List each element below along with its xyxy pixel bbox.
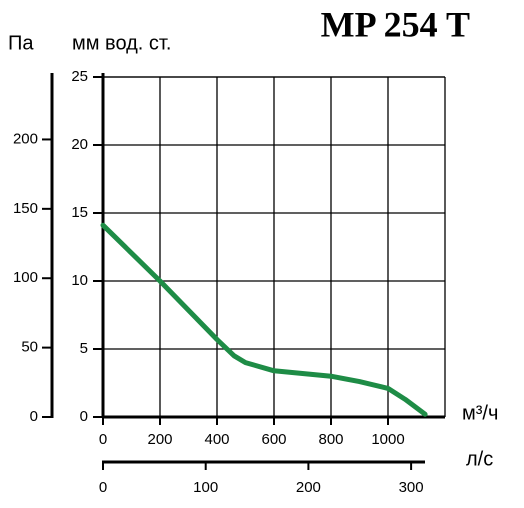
ls-tick-label: 200 bbox=[296, 479, 321, 496]
pa-tick-label: 150 bbox=[13, 200, 38, 217]
x-tick-label: 600 bbox=[261, 431, 286, 448]
x-tick-label: 200 bbox=[147, 431, 172, 448]
fan-curve bbox=[100, 222, 428, 417]
pa-axis-label: Па bbox=[8, 32, 34, 54]
chart-title: MP 254 T bbox=[321, 4, 470, 44]
y-tick-label: 0 bbox=[80, 408, 88, 425]
x-tick-label: 400 bbox=[204, 431, 229, 448]
y-tick-label: 10 bbox=[71, 272, 88, 289]
pa-tick-label: 200 bbox=[13, 130, 38, 147]
x-tick-label: 0 bbox=[99, 431, 107, 448]
pa-tick-label: 0 bbox=[30, 408, 38, 425]
y-tick-label: 20 bbox=[71, 136, 88, 153]
y-tick-label: 5 bbox=[80, 340, 88, 357]
ls-axis-label: л/с bbox=[466, 448, 493, 470]
x-tick-label: 1000 bbox=[371, 431, 404, 448]
ls-tick-label: 0 bbox=[99, 479, 107, 496]
ls-tick-label: 100 bbox=[193, 479, 218, 496]
ls-tick-label: 300 bbox=[399, 479, 424, 496]
y-tick-label: 15 bbox=[71, 204, 88, 221]
y-axis-label: мм вод. ст. bbox=[72, 32, 171, 54]
x-axis-label: м³/ч bbox=[462, 402, 498, 424]
pa-tick-label: 100 bbox=[13, 269, 38, 286]
pa-tick-label: 50 bbox=[21, 339, 38, 356]
y-tick-label: 25 bbox=[71, 68, 88, 85]
x-tick-label: 800 bbox=[318, 431, 343, 448]
